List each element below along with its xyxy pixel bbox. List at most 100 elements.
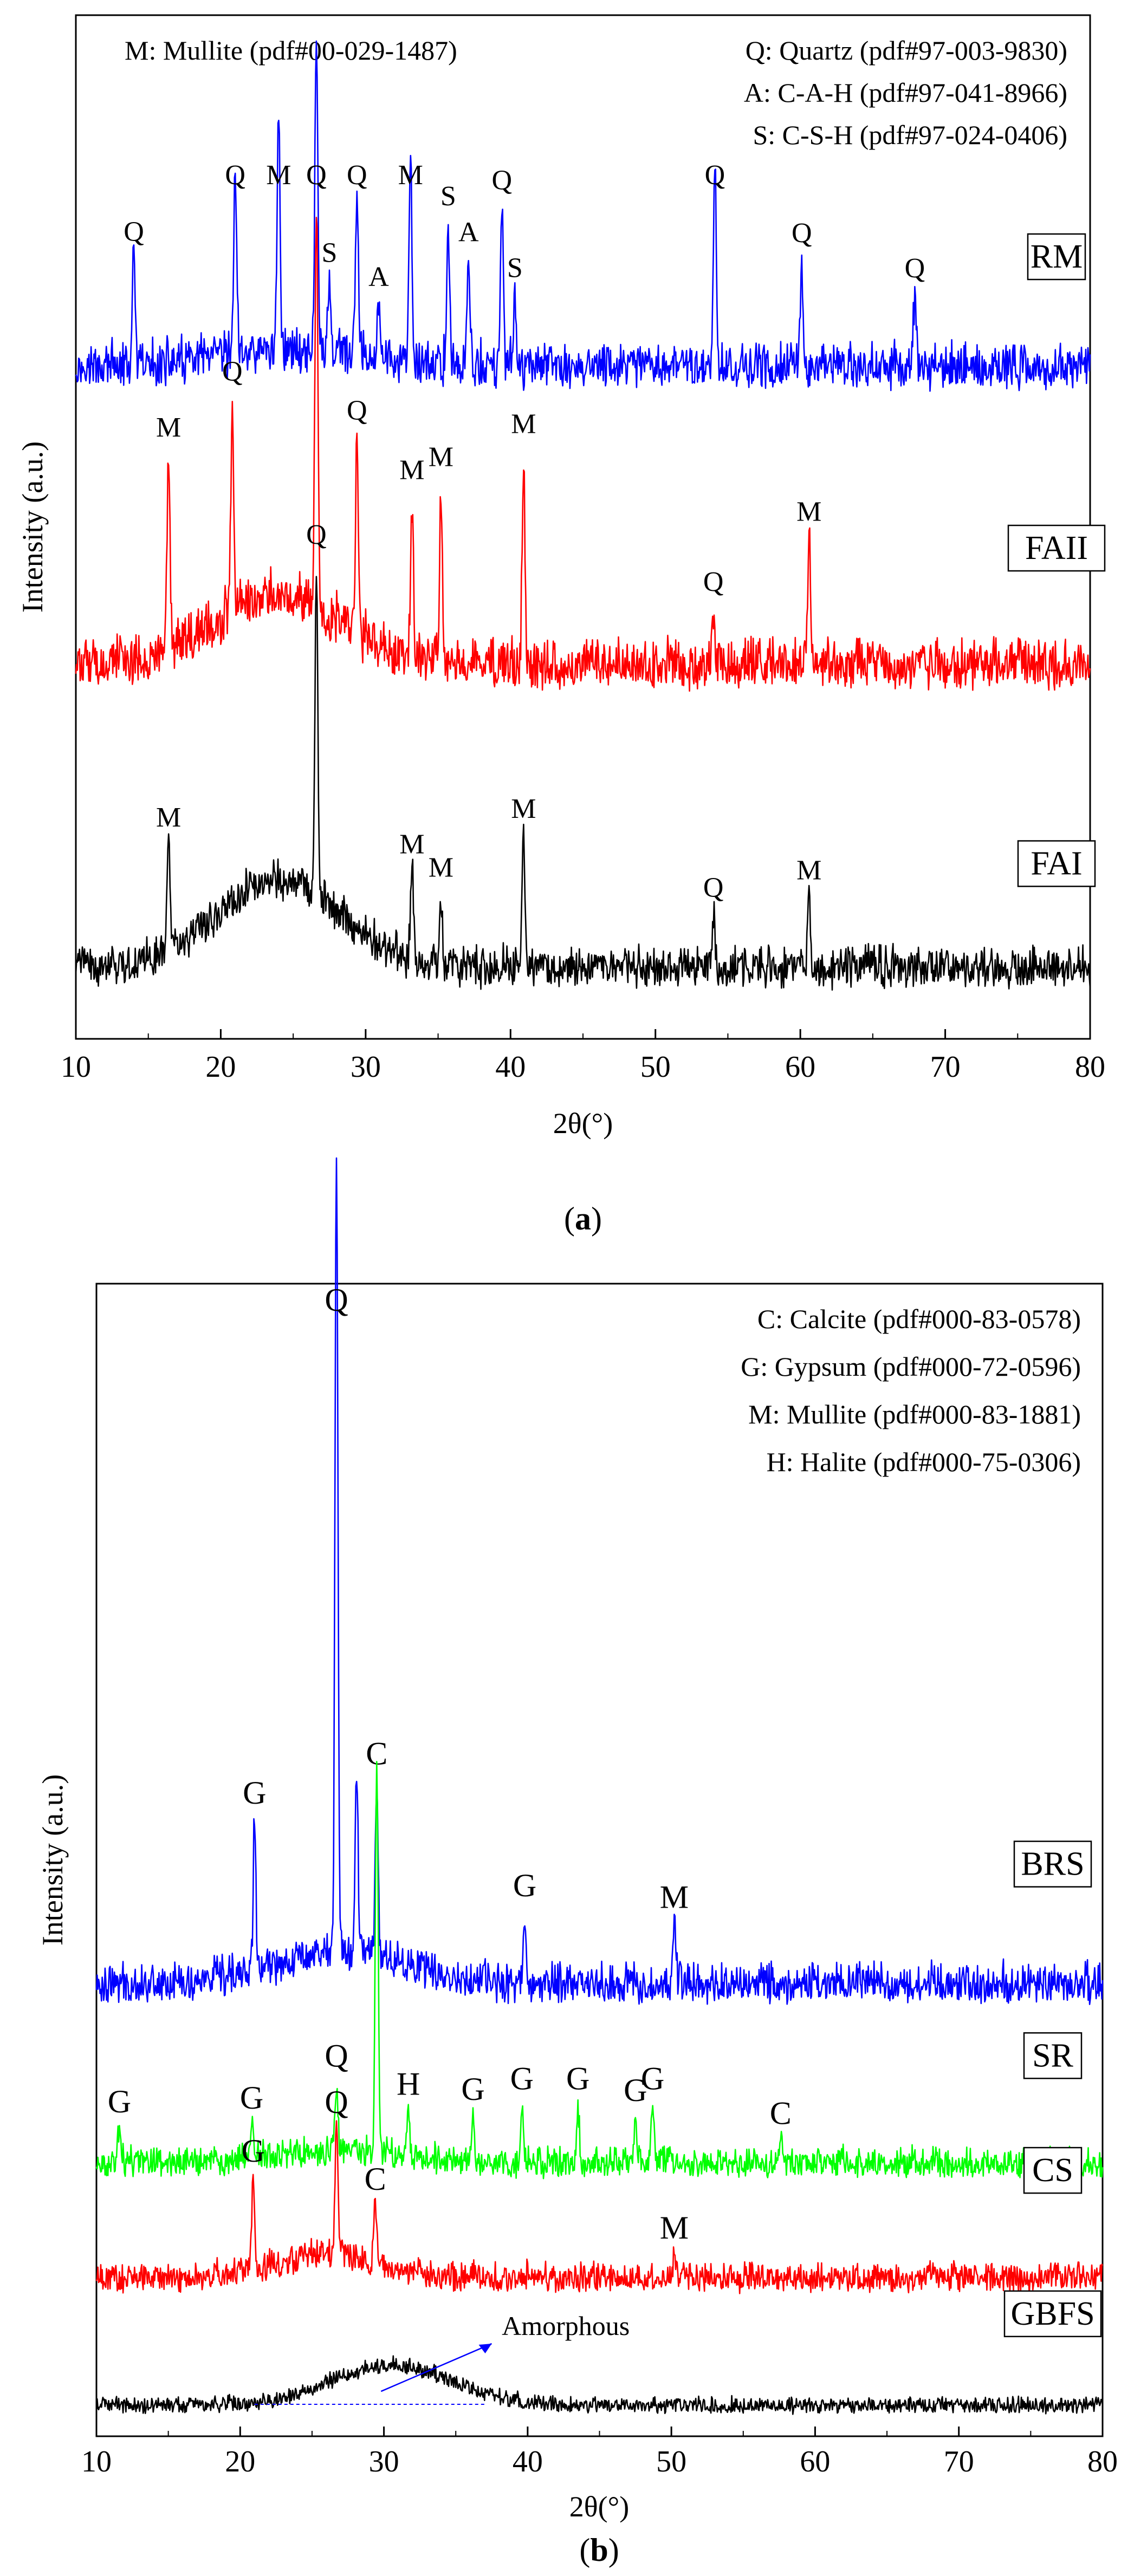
peak-label-sr: G bbox=[108, 2084, 131, 2119]
peak-label-rm: S bbox=[440, 181, 456, 212]
panel-b-caption: (b) bbox=[579, 2532, 619, 2568]
peak-label-cs: Q bbox=[325, 2084, 348, 2120]
peak-label-faii: M bbox=[796, 497, 821, 528]
peak-label-faii: Q bbox=[306, 160, 327, 191]
peak-label-faii: Q bbox=[222, 356, 243, 387]
x-tick-label: 30 bbox=[369, 2445, 399, 2479]
peak-label-rm: S bbox=[507, 252, 523, 283]
series-label-box-cs bbox=[1023, 2146, 1083, 2194]
peak-label-rm: A bbox=[458, 217, 479, 248]
peak-label-cs: G bbox=[241, 2133, 264, 2169]
peak-label-faii: M bbox=[399, 455, 424, 486]
x-tick-label: 60 bbox=[785, 1050, 815, 1084]
series-label-box-brs bbox=[1013, 1840, 1092, 1888]
peak-label-faii: M bbox=[511, 409, 536, 440]
series-label-sr: SR bbox=[1032, 2037, 1073, 2074]
x-tick-label: 80 bbox=[1075, 1050, 1105, 1084]
peak-label-faii: Q bbox=[347, 395, 367, 426]
peak-label-sr: G bbox=[566, 2061, 589, 2097]
amorphous-arrowhead bbox=[478, 2344, 492, 2354]
peak-label-fai: Q bbox=[306, 519, 327, 550]
x-tick-label: 60 bbox=[800, 2445, 830, 2479]
peak-label-rm: Q bbox=[905, 253, 925, 284]
peak-label-fai: M bbox=[511, 793, 536, 824]
x-tick-label: 20 bbox=[205, 1050, 236, 1084]
peak-label-fai: M bbox=[429, 852, 453, 883]
peak-label-sr: G bbox=[240, 2080, 263, 2116]
legend-gypsum-b: G: Gypsum (pdf#000-72-0596) bbox=[741, 1351, 1081, 1382]
legend-calcite-b: C: Calcite (pdf#000-83-0578) bbox=[757, 1304, 1081, 1334]
x-tick-label: 40 bbox=[513, 2445, 543, 2479]
series-line-brs bbox=[95, 1157, 1104, 2005]
peak-label-sr: C bbox=[770, 2095, 792, 2131]
peak-label-rm: Q bbox=[705, 160, 725, 191]
x-tick-label: 70 bbox=[930, 1050, 961, 1084]
panel-a-caption: (a) bbox=[564, 1201, 602, 1237]
peak-label-rm: M bbox=[266, 160, 291, 191]
series-line-fai bbox=[75, 576, 1091, 991]
peak-label-faii: Q bbox=[703, 567, 724, 597]
peak-label-rm: S bbox=[322, 237, 338, 268]
series-label-box-gbfs bbox=[1003, 2290, 1102, 2338]
x-tick-label: 30 bbox=[351, 1050, 381, 1084]
series-label-faii: FAII bbox=[1025, 530, 1088, 567]
x-tick-label: 80 bbox=[1087, 2445, 1118, 2479]
peak-label-rm: Q bbox=[124, 216, 144, 247]
legend-csh-a: S: C-S-H (pdf#97-024-0406) bbox=[753, 120, 1067, 150]
x-tick-label: 50 bbox=[640, 1050, 671, 1084]
series-line-sr bbox=[95, 1761, 1104, 2180]
peak-label-faii: M bbox=[156, 412, 181, 443]
peak-label-sr: G bbox=[510, 2060, 534, 2096]
panel-a-legend: M: Mullite (pdf#00-029-1487) Q: Quartz (… bbox=[125, 35, 1067, 150]
peak-label-sr: G bbox=[461, 2071, 484, 2107]
peak-label-rm: Q bbox=[306, 160, 327, 191]
series-label-box-sr bbox=[1023, 2032, 1083, 2079]
legend-mullite-b: M: Mullite (pdf#000-83-1881) bbox=[748, 1399, 1081, 1429]
legend-mullite-a: M: Mullite (pdf#00-029-1487) bbox=[125, 35, 457, 66]
series-label-fai: FAI bbox=[1031, 845, 1082, 882]
series-line-cs bbox=[95, 2120, 1104, 2294]
series-line-faii bbox=[75, 217, 1091, 692]
peak-label-faii: M bbox=[429, 442, 453, 473]
legend-cah-a: A: C-A-H (pdf#97-041-8966) bbox=[744, 77, 1067, 108]
series-line-gbfs bbox=[95, 2355, 1104, 2415]
peak-label-sr: G bbox=[624, 2072, 647, 2108]
peak-label-brs: Q bbox=[325, 1282, 348, 1318]
legend-quartz-a: Q: Quartz (pdf#97-003-9830) bbox=[746, 35, 1067, 66]
peak-label-rm: Q bbox=[225, 160, 245, 191]
x-tick-label: 40 bbox=[495, 1050, 526, 1084]
panel-a-chart: M: Mullite (pdf#00-029-1487) Q: Quartz (… bbox=[16, 14, 1106, 1237]
series-label-box-fai bbox=[1017, 840, 1096, 887]
legend-halite-b: H: Halite (pdf#000-75-0306) bbox=[767, 1447, 1081, 1477]
peak-label-fai: M bbox=[796, 855, 821, 886]
peak-label-rm: Q bbox=[792, 218, 812, 249]
peak-label-sr: H bbox=[397, 2066, 420, 2102]
peak-label-fai: M bbox=[399, 829, 424, 860]
panel-a-x-axis-label: 2θ(°) bbox=[553, 1107, 613, 1140]
peak-label-sr: G bbox=[641, 2061, 664, 2097]
peak-label-cs: M bbox=[660, 2210, 689, 2246]
peak-label-brs: G bbox=[513, 1868, 536, 1903]
peak-label-brs: M bbox=[660, 1879, 689, 1915]
peak-label-fai: Q bbox=[703, 873, 724, 903]
peak-label-rm: M bbox=[398, 160, 423, 191]
peak-label-rm: Q bbox=[347, 160, 367, 191]
panel-a-y-axis-label: Intensity (a.u.) bbox=[16, 441, 49, 613]
x-tick-label: 10 bbox=[61, 1050, 91, 1084]
peak-label-brs: G bbox=[243, 1775, 266, 1811]
series-line-rm bbox=[75, 40, 1091, 392]
series-label-gbfs: GBFS bbox=[1010, 2295, 1094, 2332]
series-label-brs: BRS bbox=[1021, 1846, 1084, 1883]
amorphous-annotation: Amorphous bbox=[502, 2311, 630, 2341]
series-label-box-rm bbox=[1027, 233, 1086, 281]
series-label-cs: CS bbox=[1032, 2152, 1073, 2189]
peak-label-cs: C bbox=[365, 2161, 386, 2197]
amorphous-arrow bbox=[380, 2343, 493, 2392]
peak-label-rm: A bbox=[368, 262, 389, 292]
panel-b-y-axis-label: Intensity (a.u.) bbox=[36, 1774, 69, 1946]
panel-b-x-axis-label: 2θ(°) bbox=[569, 2490, 629, 2523]
panel-b-chart: C: Calcite (pdf#000-83-0578) G: Gypsum (… bbox=[36, 1157, 1118, 2568]
